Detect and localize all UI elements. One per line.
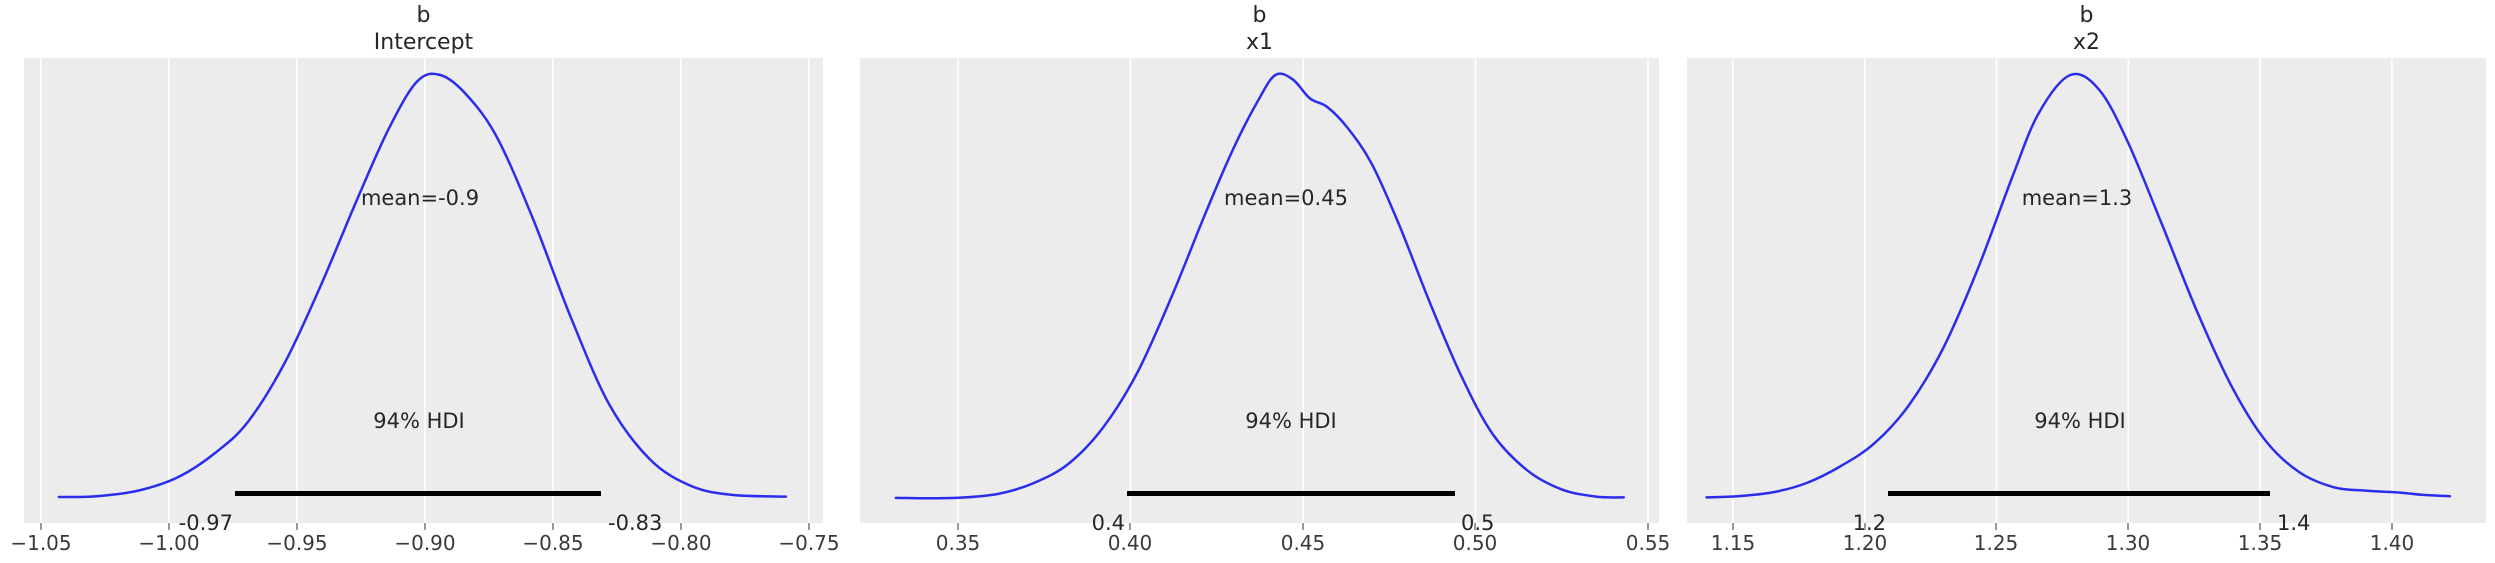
- x-tick-mark: [1129, 523, 1131, 530]
- x-tick-label: 0.55: [1625, 531, 1671, 555]
- kde-curve: [1705, 72, 2452, 499]
- x-tick-label: 1.40: [2369, 531, 2415, 555]
- kde-curve-svg: [40, 58, 810, 523]
- x-tick-label: 1.20: [1842, 531, 1888, 555]
- kde-curve-svg: [894, 58, 1649, 523]
- x-tick-label: 0.35: [935, 531, 981, 555]
- x-tick-mark: [1647, 523, 1649, 530]
- title-coord-name: x2: [2072, 30, 2101, 55]
- hdi-interval-line: [1888, 491, 2270, 496]
- x-axis: 1.15 1.20 1.25 1.30 1.35 1.40: [1687, 523, 2486, 563]
- x-tick-mark: [1864, 523, 1866, 530]
- kde-curve: [57, 72, 788, 499]
- x-tick-mark: [680, 523, 682, 530]
- x-tick-mark: [1732, 523, 1734, 530]
- hdi-label: 94% HDI: [2034, 409, 2126, 433]
- x-tick-mark: [40, 523, 42, 530]
- hdi-upper-value: -0.83: [608, 511, 663, 535]
- title-coord-name: Intercept: [373, 30, 474, 55]
- x-tick-mark: [552, 523, 554, 530]
- hdi-lower-value: 0.4: [1091, 511, 1125, 535]
- x-tick-mark: [2259, 523, 2261, 530]
- x-tick-mark: [2391, 523, 2393, 530]
- x-tick-mark: [1474, 523, 1476, 530]
- title-var-name: b: [2079, 3, 2094, 28]
- mean-annotation: mean=0.45: [1224, 186, 1348, 210]
- kde-curve: [894, 72, 1626, 500]
- plot-area: mean=-0.9 94% HDI -0.97 -0.83: [24, 58, 823, 535]
- x-tick-label: −0.95: [266, 531, 328, 555]
- hdi-upper-value: 1.4: [2277, 511, 2311, 535]
- title-var-name: b: [416, 3, 431, 28]
- x-tick-label: 0.45: [1280, 531, 1326, 555]
- panel-x1: b x1 mean=0.45 94% HDI 0.4 0.5 0.35 0.40 0.…: [860, 0, 1670, 563]
- x-tick-label: 1.30: [2105, 531, 2151, 555]
- x-tick-label: 1.25: [1973, 531, 2019, 555]
- x-tick-mark: [808, 523, 810, 530]
- hdi-lower-value: -0.97: [178, 511, 233, 535]
- panel-x2: b x2 mean=1.3 94% HDI 1.2 1.4 1.15 1.20 1.2…: [1687, 0, 2486, 563]
- x-axis: 0.35 0.40 0.45 0.50 0.55: [860, 523, 1670, 563]
- x-tick-mark: [1995, 523, 1997, 530]
- x-tick-mark: [2127, 523, 2129, 530]
- mean-annotation: mean=1.3: [2021, 186, 2133, 210]
- panel-title: b x2: [1687, 2, 2486, 56]
- x-tick-label: 0.50: [1452, 531, 1498, 555]
- hdi-label: 94% HDI: [373, 409, 465, 433]
- x-axis: −1.05 −1.00 −0.95 −0.90 −0.85 −0.80 −0.75: [10, 523, 840, 563]
- hdi-interval-line: [235, 491, 601, 496]
- plot-area: mean=0.45 94% HDI 0.4 0.5: [860, 58, 1659, 535]
- x-tick-label: −1.05: [10, 531, 72, 555]
- hdi-label: 94% HDI: [1245, 409, 1337, 433]
- x-tick-mark: [296, 523, 298, 530]
- x-tick-label: −0.85: [522, 531, 584, 555]
- mean-annotation: mean=-0.9: [360, 186, 480, 210]
- panel-title: b x1: [860, 2, 1659, 56]
- plot-area: mean=1.3 94% HDI 1.2 1.4: [1687, 58, 2486, 535]
- x-tick-label: −0.80: [650, 531, 712, 555]
- x-tick-label: 1.15: [1710, 531, 1756, 555]
- x-tick-label: −1.00: [138, 531, 200, 555]
- x-tick-mark: [168, 523, 170, 530]
- x-tick-mark: [424, 523, 426, 530]
- title-coord-name: x1: [1245, 30, 1274, 55]
- x-tick-label: −0.90: [394, 531, 456, 555]
- panel-intercept: b Intercept mean=-0.9 94% HDI -0.97 -0.83…: [10, 0, 840, 563]
- title-var-name: b: [1252, 3, 1267, 28]
- x-tick-mark: [1302, 523, 1304, 530]
- x-tick-mark: [957, 523, 959, 530]
- x-tick-label: 0.40: [1107, 531, 1153, 555]
- panel-title: b Intercept: [24, 2, 823, 56]
- hdi-interval-line: [1127, 491, 1455, 496]
- x-tick-label: 1.35: [2237, 531, 2283, 555]
- hdi-upper-value: 0.5: [1461, 511, 1495, 535]
- hdi-lower-value: 1.2: [1852, 511, 1886, 535]
- kde-curve-svg: [1705, 58, 2452, 523]
- x-tick-label: −0.75: [778, 531, 840, 555]
